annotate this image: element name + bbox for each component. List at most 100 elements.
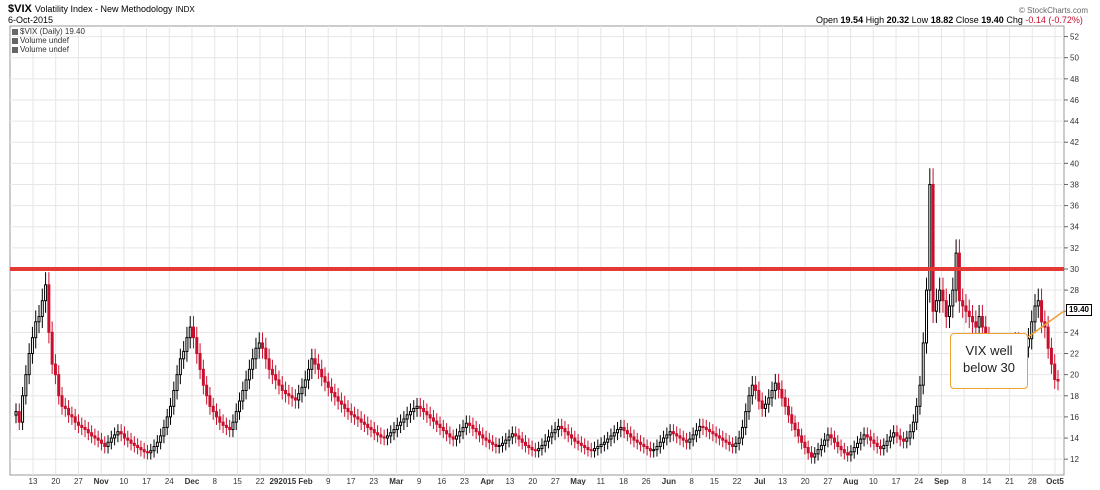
candle-body — [323, 376, 327, 383]
candle-body — [839, 445, 843, 451]
candle-body — [678, 435, 682, 439]
x-tick-label: 26 — [642, 477, 651, 485]
series-swatch-icon — [12, 28, 18, 35]
candle-body — [267, 358, 271, 370]
candle-body — [103, 442, 107, 447]
candle-body — [70, 414, 74, 418]
candle-body — [195, 337, 199, 355]
candle-body — [435, 420, 439, 425]
y-tick-label: 16 — [1070, 413, 1079, 422]
candle-body — [244, 379, 248, 391]
candle-body — [662, 437, 666, 443]
candle-body — [823, 439, 827, 446]
candle-body — [182, 350, 186, 360]
candle-body — [159, 435, 163, 443]
candle-body — [83, 426, 87, 431]
candle-body — [320, 368, 324, 378]
candle-body — [570, 434, 574, 439]
candle-body — [537, 448, 541, 452]
candle-body — [757, 389, 761, 402]
candle-body — [211, 405, 215, 413]
candle-body — [96, 437, 100, 441]
x-tick-label: 28 — [1028, 477, 1037, 485]
candle-body — [454, 435, 458, 440]
candle-body — [251, 358, 255, 370]
candle-body — [122, 433, 126, 439]
candle-body — [44, 284, 48, 302]
candle-body — [675, 433, 679, 437]
candle-body — [829, 434, 833, 439]
candle-body — [1053, 363, 1057, 380]
annotation-line-1: VIX well — [965, 343, 1013, 358]
x-tick-label: Oct5 — [1046, 477, 1064, 485]
annotation-pointer — [1027, 310, 1065, 338]
open-label: Open — [816, 15, 839, 25]
candle-body — [461, 426, 465, 433]
x-tick-label: 8 — [689, 477, 694, 485]
x-tick-label: 15 — [233, 477, 242, 485]
candle-body — [142, 449, 146, 453]
candle-body — [658, 441, 662, 447]
x-tick-label: 10 — [869, 477, 878, 485]
candle-body — [671, 431, 675, 435]
candle-body — [192, 326, 196, 339]
candle-body — [1040, 300, 1044, 323]
candle-body — [691, 434, 695, 440]
candle-body — [648, 448, 652, 452]
candle-body — [356, 416, 360, 420]
candle-body — [629, 433, 633, 438]
candle-body — [313, 358, 317, 365]
candle-body — [162, 426, 166, 437]
candle-body — [353, 414, 357, 418]
candle-body — [957, 252, 961, 302]
candle-body — [481, 434, 485, 439]
candle-body — [497, 444, 501, 447]
candle-body — [980, 316, 984, 328]
candle-body — [382, 436, 386, 439]
candle-body — [487, 439, 491, 443]
candle-body — [362, 421, 366, 425]
candle-body — [685, 439, 689, 443]
candle-body — [392, 429, 396, 434]
x-tick-label: 27 — [551, 477, 560, 485]
candle-body — [408, 411, 412, 416]
candle-body — [116, 431, 120, 436]
candle-body — [254, 347, 258, 360]
candle-body — [734, 442, 738, 447]
candle-body — [556, 425, 560, 431]
candle-body — [911, 421, 915, 433]
x-axis: 13 20 27 Nov 10 17 24 Dec 8 15 22 292015 Feb 9 17 23 Mar… — [29, 477, 1065, 486]
candle-body — [563, 428, 567, 433]
y-tick-label: 36 — [1070, 202, 1079, 211]
candle-body — [832, 437, 836, 443]
candle-body — [842, 449, 846, 454]
candle-body — [731, 443, 735, 447]
candle-body — [836, 441, 840, 447]
candle-body — [326, 381, 330, 388]
x-tick-label: 17 — [142, 477, 151, 485]
volume-swatch-icon — [12, 37, 18, 44]
candle-body — [1033, 305, 1037, 323]
candle-body — [504, 439, 508, 444]
candle-body — [310, 358, 314, 370]
candle-body — [727, 441, 731, 445]
x-tick-label: 18 — [619, 477, 628, 485]
candle-body — [500, 442, 504, 446]
candle-body — [977, 316, 981, 328]
x-tick-label: May — [570, 477, 586, 485]
y-tick-label: 30 — [1070, 265, 1079, 274]
candle-body — [589, 449, 593, 452]
candle-body — [566, 431, 570, 436]
candle-body — [399, 421, 403, 426]
candle-body — [540, 444, 544, 450]
candle-body — [17, 411, 21, 423]
candle-body — [27, 353, 31, 376]
candle-body — [902, 438, 906, 442]
candle-body — [30, 337, 34, 355]
candle-body — [711, 431, 715, 435]
candle-body — [773, 382, 777, 391]
candle-body — [888, 436, 892, 442]
candle-body — [165, 416, 169, 428]
candle-body — [90, 432, 94, 437]
high-label: High — [865, 15, 885, 25]
